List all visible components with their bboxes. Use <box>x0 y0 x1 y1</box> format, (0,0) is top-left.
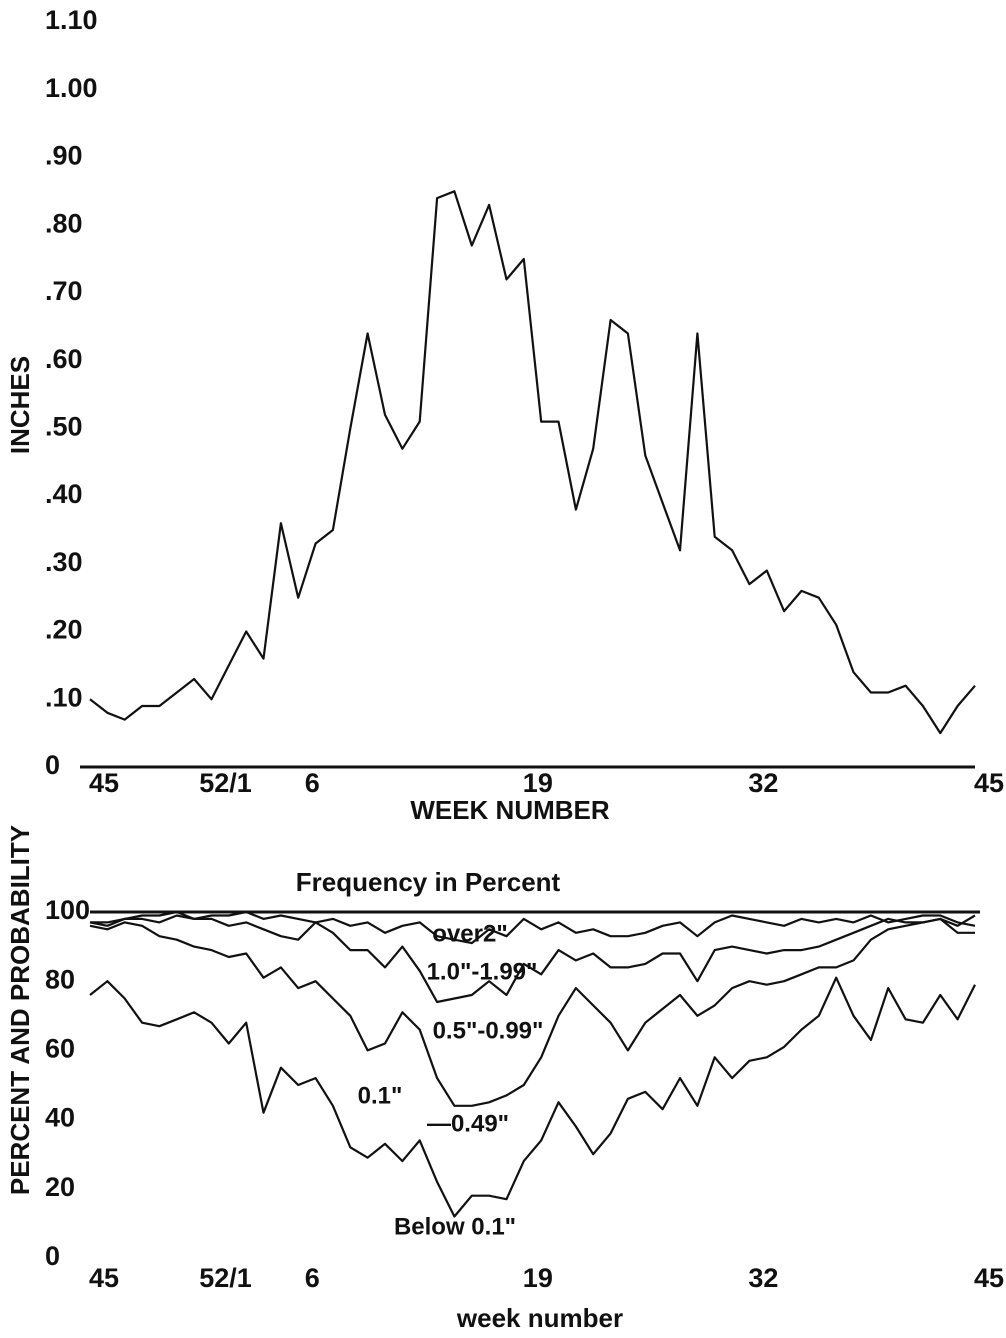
x-axis-title: WEEK NUMBER <box>410 795 610 825</box>
chart-title: Frequency in Percent <box>296 867 561 897</box>
x-tick-label: 45 <box>974 768 1004 798</box>
x-tick-label: 52/1 <box>199 768 252 798</box>
region-label: —0.49" <box>427 1110 509 1137</box>
y-tick-label: 1.00 <box>45 73 98 103</box>
y-axis-title: INCHES <box>5 356 35 454</box>
data-line <box>89 976 976 1218</box>
y-tick-label: .40 <box>45 479 83 509</box>
region-label: over2" <box>432 920 507 947</box>
x-axis-title: week number <box>456 1303 623 1333</box>
data-line <box>89 914 976 1107</box>
y-tick-label: .10 <box>45 682 83 712</box>
y-tick-label: .20 <box>45 615 83 645</box>
y-tick-label: .50 <box>45 411 83 441</box>
x-tick-label: 19 <box>523 1263 553 1293</box>
x-tick-label: 19 <box>523 768 553 798</box>
y-axis-title: PERCENT AND PROBABILITY <box>5 825 35 1195</box>
y-tick-label: .30 <box>45 547 83 577</box>
region-label: 0.5"-0.99" <box>433 1017 544 1044</box>
y-tick-label: .70 <box>45 276 83 306</box>
data-line <box>89 914 975 1004</box>
x-tick-label: 45 <box>89 768 119 798</box>
data-line <box>90 910 976 945</box>
y-tick-label: 1.10 <box>45 5 98 35</box>
y-tick-label: .90 <box>45 141 83 171</box>
x-tick-label: 45 <box>89 1263 119 1293</box>
y-tick-label: 0 <box>45 750 60 780</box>
region-label: Below 0.1" <box>394 1213 516 1240</box>
y-tick-label: 100 <box>45 895 90 925</box>
x-tick-label: 32 <box>748 768 778 798</box>
data-line <box>89 190 976 735</box>
y-tick-label: 60 <box>45 1034 75 1064</box>
x-tick-label: 52/1 <box>199 1263 252 1293</box>
region-label: 1.0"-1.99" <box>427 958 538 985</box>
x-tick-label: 45 <box>974 1263 1004 1293</box>
y-tick-label: 20 <box>45 1172 75 1202</box>
y-tick-label: 40 <box>45 1103 75 1133</box>
y-tick-label: 0 <box>45 1241 60 1271</box>
y-tick-label: .80 <box>45 208 83 238</box>
x-tick-label: 6 <box>305 1263 320 1293</box>
x-tick-label: 6 <box>305 768 320 798</box>
x-tick-label: 32 <box>748 1263 778 1293</box>
y-tick-label: 80 <box>45 964 75 994</box>
region-label: 0.1" <box>358 1082 403 1109</box>
y-tick-label: .60 <box>45 344 83 374</box>
